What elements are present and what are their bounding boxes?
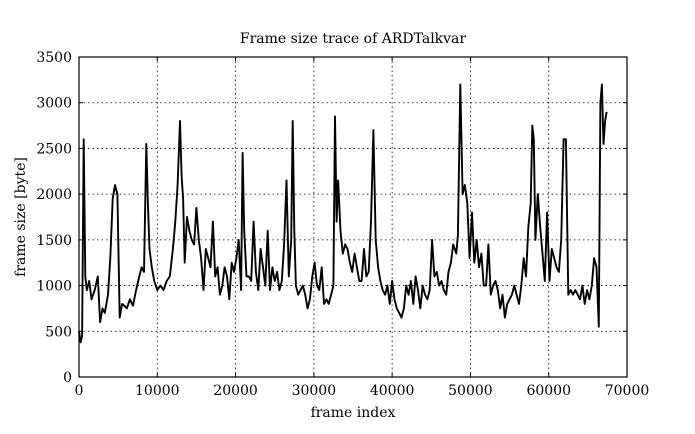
plot-frame [78, 56, 628, 378]
grid [79, 57, 627, 377]
y-tick-label: 3000 [36, 96, 72, 112]
y-tick-label: 1500 [36, 233, 72, 249]
series [78, 83, 608, 344]
x-tick-label: 40000 [370, 383, 415, 399]
chart-title: Frame size trace of ARDTalkvar [240, 31, 467, 47]
y-tick-label: 0 [63, 370, 72, 386]
y-tick-label: 500 [45, 324, 72, 340]
x-axis-title: frame index [311, 405, 396, 421]
y-tick-label: 2000 [36, 187, 72, 203]
x-tick-label: 50000 [448, 383, 493, 399]
y-tick-label: 3500 [36, 50, 72, 66]
series-line-0 [78, 83, 608, 344]
y-tick-label: 2500 [36, 141, 72, 157]
x-tick-label: 0 [75, 383, 84, 399]
tick-labels: 0 10000 20000 30000 40000 50000 60000 70000 0 500… [36, 50, 649, 399]
y-axis-title: frame size [byte] [13, 157, 29, 277]
x-tick-label: 60000 [526, 383, 571, 399]
axis-ticks [78, 56, 628, 378]
x-tick-label: 70000 [605, 383, 650, 399]
x-tick-label: 30000 [292, 383, 337, 399]
x-tick-label: 20000 [213, 383, 258, 399]
y-tick-label: 1000 [36, 279, 72, 295]
x-tick-label: 10000 [135, 383, 180, 399]
